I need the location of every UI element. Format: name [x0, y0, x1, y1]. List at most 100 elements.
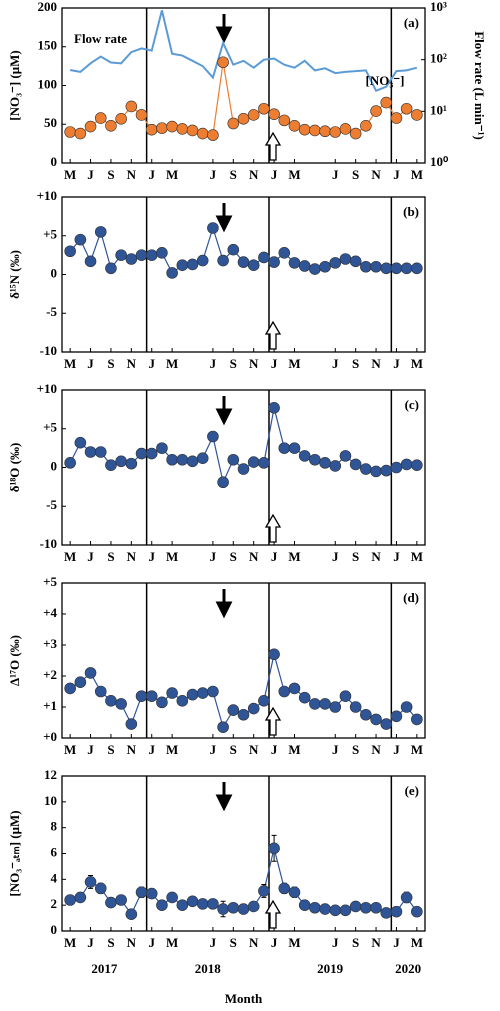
data-point — [339, 450, 352, 462]
x-tick-label: N — [371, 167, 381, 182]
y-tick-label: 0 — [51, 265, 58, 280]
x-tick-label: N — [249, 167, 259, 182]
data-point — [390, 461, 403, 474]
x-tick-label: N — [371, 742, 381, 757]
data-point — [74, 676, 87, 689]
data-point — [64, 245, 76, 258]
year-label: 2017 — [91, 961, 118, 976]
data-point — [125, 908, 138, 921]
data-point — [105, 459, 117, 471]
year-label: 2020 — [395, 961, 421, 976]
data-point — [227, 704, 240, 716]
y-tick-label: +2 — [43, 667, 57, 682]
x-tick-label: M — [411, 742, 423, 757]
data-point — [400, 701, 413, 713]
data-point — [217, 476, 229, 489]
data-point — [329, 126, 342, 138]
x-tick-label: M — [64, 356, 76, 371]
data-point — [390, 710, 403, 723]
data-point — [309, 698, 321, 710]
x-tick-label: J — [393, 167, 400, 182]
x-tick-label: J — [271, 549, 278, 564]
data-point — [400, 891, 413, 904]
data-point — [196, 254, 209, 267]
data-point — [278, 882, 291, 895]
y-tick-label: 50 — [44, 115, 57, 130]
data-point — [156, 122, 168, 134]
data-point — [166, 120, 178, 133]
data-point — [380, 262, 393, 275]
data-point — [278, 114, 291, 127]
data-point — [349, 127, 362, 140]
x-tick-label: S — [107, 742, 114, 757]
data-point — [247, 259, 260, 272]
data-point — [115, 455, 127, 468]
event-arrow-up — [264, 899, 282, 929]
data-point — [298, 899, 311, 911]
data-point — [217, 903, 229, 915]
data-point — [196, 127, 209, 140]
data-point — [268, 402, 280, 414]
data-point — [176, 899, 189, 911]
x-tick-label: J — [87, 167, 94, 182]
data-point — [105, 120, 117, 132]
data-point — [207, 430, 219, 443]
x-tick-label: J — [148, 167, 155, 182]
series-label: [NO₃⁻] — [366, 73, 405, 88]
data-point — [125, 100, 138, 113]
panel-label: (d) — [403, 590, 419, 605]
y2-tick-label: 10² — [430, 51, 447, 66]
x-tick-label: S — [230, 742, 237, 757]
data-point — [288, 442, 301, 454]
data-point — [115, 698, 127, 710]
x-tick-label: S — [352, 935, 359, 950]
data-point — [298, 691, 311, 704]
data-point — [390, 262, 403, 275]
data-point — [329, 701, 342, 713]
data-point — [360, 260, 372, 273]
data-point — [380, 907, 393, 919]
data-point — [360, 708, 372, 721]
y-axis-label: δ¹⁸O (‰) — [7, 443, 22, 493]
y-tick-label: +0 — [43, 729, 57, 744]
data-point — [64, 126, 76, 138]
data-point — [135, 886, 148, 899]
data-point — [339, 904, 352, 917]
plot-frame — [61, 582, 426, 739]
x-tick-label: J — [87, 356, 94, 371]
y-axis-label: [NO₃⁻] (μM) — [7, 50, 22, 120]
y-tick-label: 12 — [44, 767, 57, 782]
event-arrow-down — [215, 203, 233, 233]
data-point — [349, 701, 362, 713]
series-label: Flow rate — [74, 31, 127, 46]
x-tick-label: S — [107, 167, 114, 182]
data-point — [115, 113, 127, 125]
data-point — [145, 249, 158, 261]
data-point — [74, 233, 87, 246]
x-tick-label: S — [107, 935, 114, 950]
panel-label: (e) — [405, 783, 419, 798]
y-tick-label: 10 — [44, 793, 57, 808]
data-point — [166, 687, 178, 699]
x-axis-label: Month — [225, 991, 263, 1006]
data-point — [258, 694, 270, 707]
data-point — [227, 453, 240, 466]
data-point — [115, 894, 127, 906]
data-point — [309, 901, 321, 914]
data-point — [370, 713, 382, 726]
x-tick-label: S — [352, 549, 359, 564]
x-tick-label: J — [210, 549, 217, 564]
data-point — [135, 109, 148, 121]
x-tick-label: J — [87, 549, 94, 564]
data-point — [207, 129, 219, 141]
x-tick-label: J — [393, 742, 400, 757]
data-point — [400, 262, 413, 275]
x-tick-label: J — [87, 935, 94, 950]
data-point — [360, 463, 372, 475]
x-tick-label: N — [371, 356, 381, 371]
x-tick-label: J — [332, 935, 339, 950]
data-point — [105, 262, 117, 275]
data-point — [135, 249, 148, 261]
